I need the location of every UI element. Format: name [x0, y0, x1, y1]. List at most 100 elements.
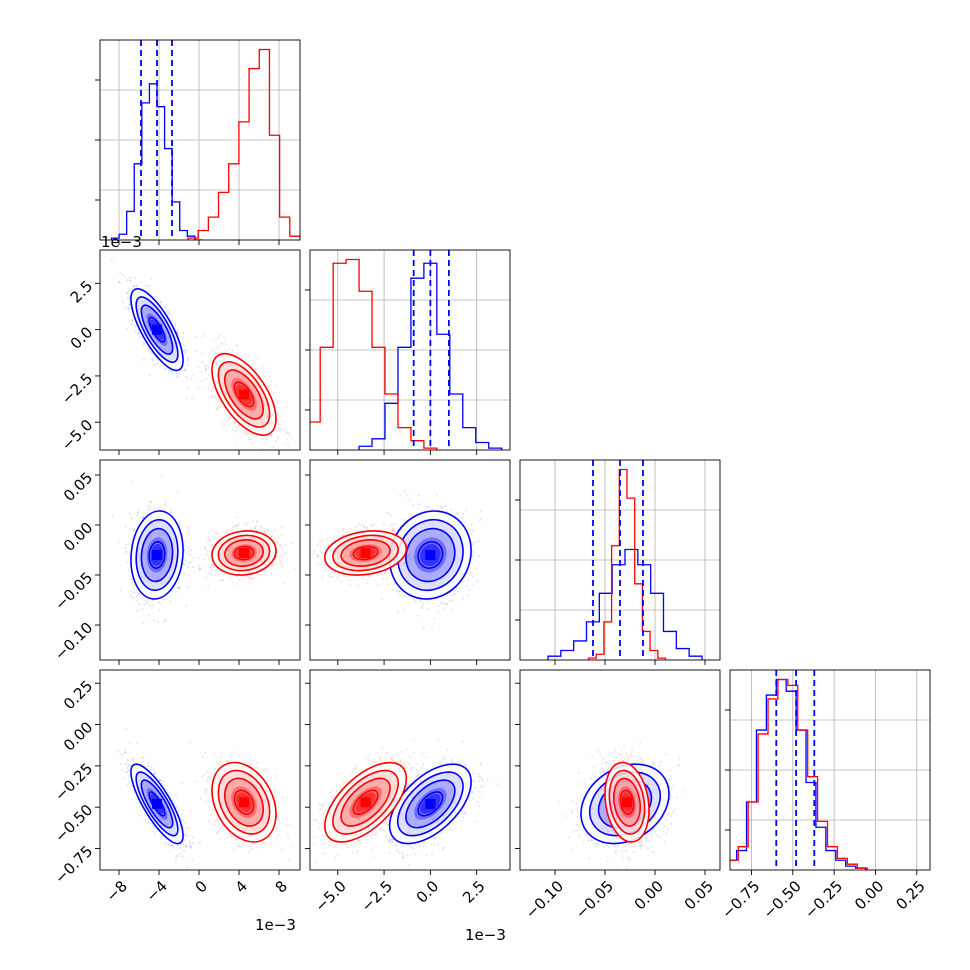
sample-point	[138, 593, 141, 596]
sample-point	[465, 509, 468, 512]
contour-line	[233, 545, 255, 561]
sample-point	[417, 494, 420, 497]
sample-point	[220, 342, 223, 345]
sample-point	[249, 577, 252, 580]
sample-point	[207, 583, 210, 586]
sample-point	[210, 390, 213, 393]
sample-point	[395, 590, 398, 593]
panel-2-0: 0.050.00−0.05−0.10	[51, 459, 301, 665]
sample-point	[234, 429, 237, 432]
sample-point	[188, 561, 191, 564]
sample-point	[159, 301, 162, 304]
sample-point	[142, 516, 145, 519]
sample-point	[422, 602, 425, 605]
sample-point	[198, 556, 201, 559]
sample-point	[166, 312, 169, 315]
sample-point	[443, 603, 446, 606]
sample-point	[427, 505, 430, 508]
panel-content	[100, 40, 300, 240]
sample-point	[216, 573, 219, 576]
sample-point	[140, 281, 143, 284]
sample-point	[185, 368, 188, 371]
sample-point	[284, 442, 287, 445]
sample-point	[274, 528, 277, 531]
sample-point	[235, 439, 238, 442]
sample-point	[267, 566, 270, 569]
sample-point	[270, 572, 273, 575]
sample-point	[418, 502, 421, 505]
contour-line	[140, 527, 174, 583]
sample-point	[279, 554, 282, 557]
sample-point	[472, 575, 475, 578]
sample-point	[158, 608, 161, 611]
sample-point	[212, 338, 215, 341]
sample-point	[185, 376, 188, 379]
sample-point	[254, 526, 257, 529]
sample-point	[313, 550, 316, 553]
sample-point	[128, 276, 131, 279]
sample-point	[201, 352, 204, 355]
sample-point	[217, 337, 220, 340]
sample-point	[215, 346, 218, 349]
y-tick-label: −0.10	[51, 619, 96, 664]
sample-point	[134, 277, 137, 280]
sample-point	[393, 582, 396, 585]
sample-point	[191, 565, 194, 568]
sample-point	[467, 594, 470, 597]
sample-point	[187, 574, 190, 577]
sample-point	[437, 540, 440, 543]
sample-point	[284, 432, 287, 435]
sample-point	[205, 365, 208, 368]
sample-point	[279, 543, 282, 546]
sample-point	[225, 415, 228, 418]
sample-point	[234, 425, 237, 428]
sample-point	[254, 576, 257, 579]
contour-line	[233, 381, 255, 408]
sample-point	[280, 564, 283, 567]
sample-point	[125, 543, 128, 546]
sample-point	[216, 396, 219, 399]
sample-point	[195, 350, 198, 353]
sample-point	[175, 376, 178, 379]
sample-point	[131, 581, 134, 584]
sample-point	[150, 501, 153, 504]
sample-point	[420, 546, 423, 549]
y-tick-label: 0.05	[60, 469, 96, 505]
sample-point	[178, 372, 181, 375]
sample-point	[427, 600, 430, 603]
sample-point	[134, 331, 137, 334]
y-tick-label: 0.0	[67, 323, 97, 353]
sample-point	[189, 554, 192, 557]
sample-point	[210, 564, 213, 567]
sample-point	[382, 577, 385, 580]
density-peak	[239, 389, 249, 400]
sample-point	[222, 425, 225, 428]
sample-point	[219, 334, 222, 337]
sample-point	[132, 528, 135, 531]
contour-line	[140, 304, 174, 355]
sample-point	[248, 575, 251, 578]
sample-point	[142, 515, 145, 518]
sample-point	[189, 377, 192, 380]
sample-point	[183, 349, 186, 352]
sample-point	[170, 369, 173, 372]
sample-point	[123, 306, 126, 309]
contour-line	[148, 541, 166, 570]
sample-point	[200, 380, 203, 383]
sample-point	[398, 590, 401, 593]
sample-point	[267, 529, 270, 532]
sample-point	[133, 527, 136, 530]
sample-point	[184, 559, 187, 562]
sample-point	[187, 552, 190, 555]
sample-point	[242, 577, 245, 580]
histogram-series-1	[187, 48, 300, 240]
sample-point	[250, 577, 253, 580]
panel-frame	[309, 249, 511, 451]
sample-point	[148, 505, 151, 508]
sample-point	[467, 578, 470, 581]
sample-point	[130, 527, 133, 530]
sample-point	[279, 560, 282, 563]
sample-point	[386, 511, 389, 514]
sample-point	[278, 406, 281, 409]
sample-point	[207, 369, 210, 372]
